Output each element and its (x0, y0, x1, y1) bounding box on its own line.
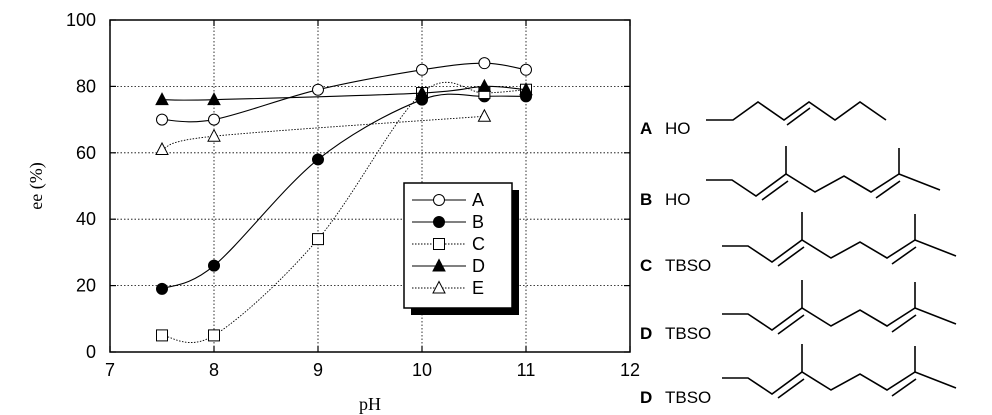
series-d-line (161, 85, 527, 101)
y-tick-label: 40 (76, 209, 96, 229)
series-d-point (519, 82, 533, 96)
series-d-point (477, 78, 492, 92)
compound-group-label: HO (665, 119, 691, 138)
x-tick-label: 11 (517, 360, 536, 380)
y-tick-label: 80 (76, 76, 96, 96)
x-tick-label: 10 (412, 360, 432, 380)
double-bond (891, 378, 917, 397)
series-e (155, 108, 492, 155)
series-e-line (161, 115, 485, 150)
compound-group-label: TBSO (665, 388, 711, 407)
y-tick-label: 20 (76, 276, 96, 296)
skeletal-bonds (706, 173, 941, 197)
compound-letter: C (640, 256, 652, 275)
legend-marker-d (432, 258, 446, 272)
series-d-point (415, 85, 429, 99)
double-bond (761, 180, 789, 201)
series-c-point (208, 329, 220, 342)
compound-3: C TBSO (640, 212, 957, 275)
series-layer (155, 57, 533, 343)
legend-label-a: A (472, 190, 484, 210)
x-axis-label: pH (359, 394, 381, 414)
compound-4: D TBSO (640, 280, 957, 343)
series-a (156, 57, 532, 126)
double-bond (777, 378, 805, 399)
compound-letter: B (640, 190, 652, 209)
compound-structures: A HO B HO C TBSO D TBSO D TBSO (640, 101, 957, 407)
compound-letter: A (640, 119, 652, 138)
series-d (155, 78, 533, 106)
series-e-point (155, 141, 169, 155)
legend-box (403, 182, 513, 309)
series-c-point (312, 233, 324, 246)
y-tick-label: 60 (76, 143, 96, 163)
series-a-point (520, 63, 532, 76)
series-a-line (161, 62, 527, 123)
series-a-point (156, 113, 168, 126)
series-d-point (207, 92, 221, 106)
y-tick-label: 100 (66, 10, 96, 30)
legend-label-d: D (472, 256, 485, 276)
legend-label-c: C (472, 234, 485, 254)
series-a-point (478, 57, 491, 70)
x-tick-label: 12 (620, 360, 640, 380)
compound-letter: D (640, 388, 652, 407)
compound-group-label: TBSO (665, 324, 711, 343)
double-bond (875, 180, 901, 199)
compound-2: B HO (640, 146, 941, 209)
legend-label-e: E (472, 278, 484, 298)
legend-marker-b (433, 216, 445, 228)
skeletal-bonds (706, 101, 887, 121)
x-tick-label: 9 (313, 360, 323, 380)
double-bond (891, 314, 917, 333)
skeletal-bonds (722, 371, 957, 395)
x-axis-ticks: 7 8 9 10 11 12 (105, 20, 640, 380)
x-tick-label: 8 (209, 360, 219, 380)
double-bond (777, 246, 805, 267)
compound-1: A HO (640, 101, 887, 138)
series-a-point (416, 63, 428, 76)
y-axis-ticks: 0 20 40 60 80 100 (66, 10, 630, 362)
series-e-point (207, 128, 221, 142)
series-b-point (312, 153, 324, 166)
y-tick-label: 0 (86, 342, 96, 362)
compound-group-label: TBSO (665, 256, 711, 275)
legend-marker-a (433, 194, 445, 206)
compound-group-label: HO (665, 190, 691, 209)
series-d-point (155, 92, 169, 106)
legend-label-b: B (472, 212, 484, 232)
legend-marker-c (433, 238, 445, 250)
series-e-point (477, 108, 492, 122)
skeletal-bonds (722, 239, 957, 263)
plot-frame (109, 19, 631, 353)
series-c-point (156, 329, 168, 342)
series-a-point (208, 113, 220, 126)
compound-5: D TBSO (640, 344, 957, 407)
double-bond (786, 107, 811, 126)
gridlines (110, 20, 630, 352)
x-tick-label: 7 (105, 360, 115, 380)
series-a-point (312, 83, 324, 96)
series-b-point (208, 259, 220, 272)
y-axis-label: ee (%) (26, 162, 47, 209)
series-b-point (156, 282, 168, 295)
double-bond (777, 314, 805, 335)
compound-letter: D (640, 324, 652, 343)
double-bond (891, 246, 917, 265)
legend-marker-e (432, 280, 446, 294)
skeletal-bonds (722, 307, 957, 331)
